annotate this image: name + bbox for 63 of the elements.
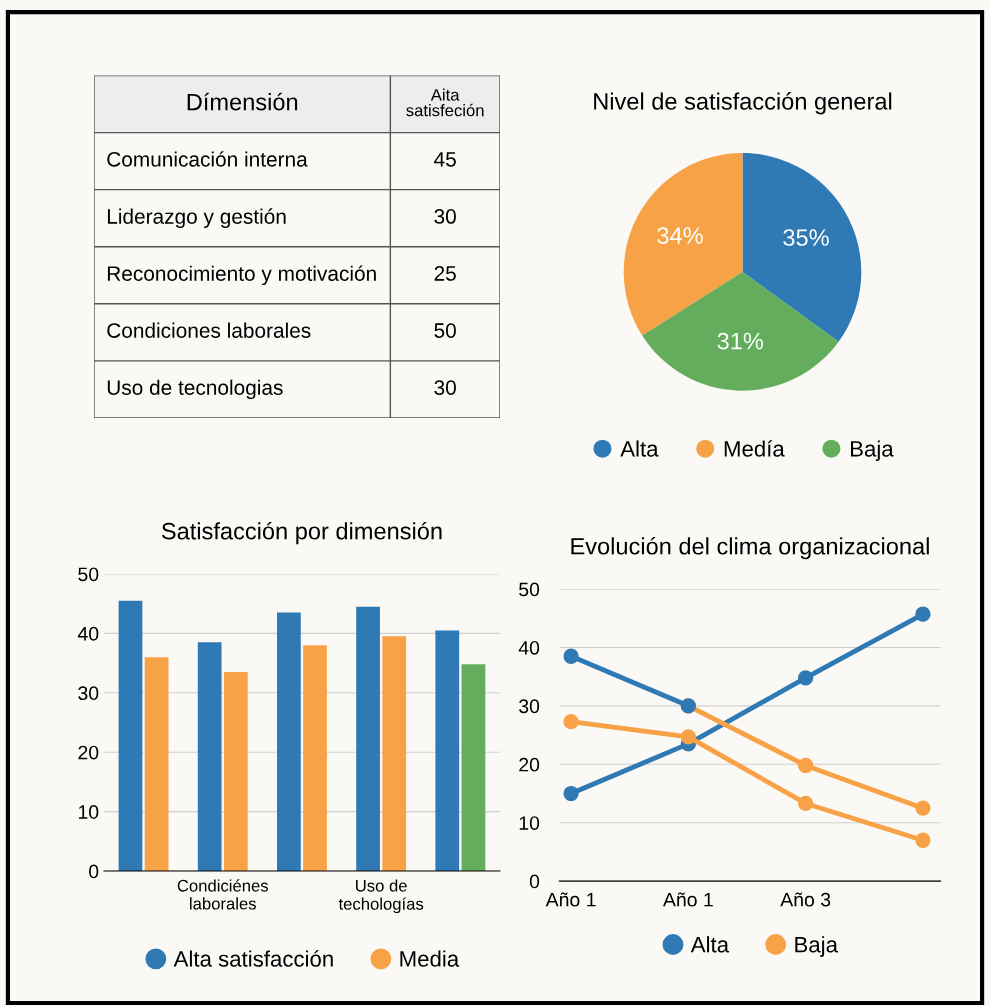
data-label: 31% — [717, 332, 764, 350]
bar — [197, 642, 222, 872]
data-label: 50 — [434, 323, 456, 338]
y-tick-label: 10 — [78, 805, 99, 819]
text: Dímensión — [187, 92, 298, 111]
legend-label: Alta satisfacción — [173, 950, 333, 967]
point — [680, 729, 696, 745]
chart-title: Satisfacción por dimensión — [161, 521, 442, 545]
point — [915, 800, 931, 816]
data-label: 35% — [783, 229, 829, 246]
legend-label: Baja — [795, 936, 838, 957]
bar — [223, 672, 248, 872]
legend-label: Alta — [690, 936, 730, 953]
point — [563, 714, 579, 730]
data-label: 30 — [434, 380, 456, 395]
data-label: 25 — [434, 266, 456, 281]
legend-label: Media — [400, 950, 460, 967]
x-tick-label: Año 3 — [780, 892, 831, 907]
x-tick-label: Condiciénes laborales — [177, 879, 269, 910]
category-label: Condiciones laborales — [107, 322, 311, 338]
bar — [461, 664, 486, 872]
category-label: Uso de tecnologias — [107, 379, 283, 400]
category-label: Liderazgo y gestión — [107, 208, 286, 229]
bar — [382, 636, 407, 872]
category-label: Reconocimiento y motivación — [107, 265, 376, 286]
y-tick-label: 30 — [78, 686, 99, 701]
chart-title: Nivel de satisfacción general — [594, 92, 892, 115]
data-label: 30 — [434, 209, 456, 224]
point — [797, 795, 814, 812]
x-tick-label: Uso de techologías — [338, 879, 424, 914]
y-tick-label: 10 — [519, 816, 540, 830]
y-tick-label: 0 — [89, 864, 99, 879]
y-tick-label: 20 — [519, 757, 540, 772]
bar — [435, 630, 460, 872]
x-tick-label: Año 1 — [662, 892, 713, 907]
chart-title: Evolución del clima organizacional — [571, 536, 929, 560]
data-label: 34% — [657, 227, 703, 244]
y-tick-label: 40 — [518, 640, 540, 655]
y-tick-label: 30 — [519, 699, 540, 714]
legend-label: Alta — [620, 440, 659, 457]
data-label: 45 — [434, 152, 456, 167]
point — [915, 606, 931, 622]
point — [563, 648, 579, 664]
y-tick-label: 40 — [77, 626, 99, 641]
point — [915, 832, 931, 848]
y-tick-label: 20 — [78, 745, 99, 760]
category-label: Comunicación interna — [107, 151, 308, 167]
x-tick-label: Año 1 — [545, 892, 596, 907]
y-tick-label: 0 — [529, 874, 540, 889]
bar — [303, 645, 327, 872]
bar — [356, 606, 380, 872]
y-tick-label: 50 — [519, 582, 540, 597]
point — [797, 757, 814, 774]
legend-label: Medía — [724, 440, 785, 457]
pie-slice — [642, 271, 839, 391]
text: Aita satisfeción — [406, 88, 484, 117]
y-tick-label: 50 — [78, 567, 99, 582]
bar — [277, 612, 301, 872]
bar — [118, 600, 143, 872]
bar — [144, 657, 169, 872]
legend-label: Baja — [851, 440, 894, 462]
point — [563, 785, 579, 802]
point — [797, 670, 814, 686]
